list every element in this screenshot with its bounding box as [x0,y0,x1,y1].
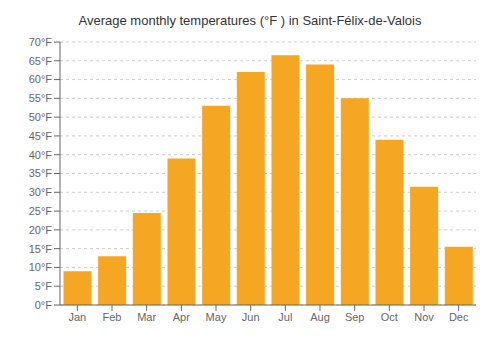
svg-text:Dec: Dec [449,311,469,323]
svg-text:30°F: 30°F [29,186,53,198]
svg-text:55°F: 55°F [29,92,53,104]
svg-text:Mar: Mar [137,311,156,323]
svg-text:20°F: 20°F [29,224,53,236]
svg-text:May: May [206,311,227,323]
svg-text:50°F: 50°F [29,111,53,123]
svg-text:Nov: Nov [414,311,434,323]
svg-text:Feb: Feb [103,311,122,323]
svg-text:0°F: 0°F [35,299,53,311]
svg-text:Aug: Aug [310,311,330,323]
svg-text:Jan: Jan [68,311,86,323]
svg-text:Jul: Jul [278,311,292,323]
svg-text:35°F: 35°F [29,167,53,179]
html-text:Average monthly temperatures (: Average monthly temperatures (°F ) in Sa… [78,13,422,28]
svg-text:70°F: 70°F [29,36,53,48]
svg-text:Oct: Oct [381,311,398,323]
svg-text:65°F: 65°F [29,55,53,67]
svg-text:Jun: Jun [242,311,260,323]
svg-text:45°F: 45°F [29,130,53,142]
svg-text:5°F: 5°F [35,280,53,292]
svg-text:10°F: 10°F [29,261,53,273]
svg-text:25°F: 25°F [29,205,53,217]
svg-text:15°F: 15°F [29,243,53,255]
svg-text:40°F: 40°F [29,149,53,161]
svg-text:60°F: 60°F [29,73,53,85]
svg-text:Apr: Apr [173,311,190,323]
svg-text:Sep: Sep [345,311,365,323]
